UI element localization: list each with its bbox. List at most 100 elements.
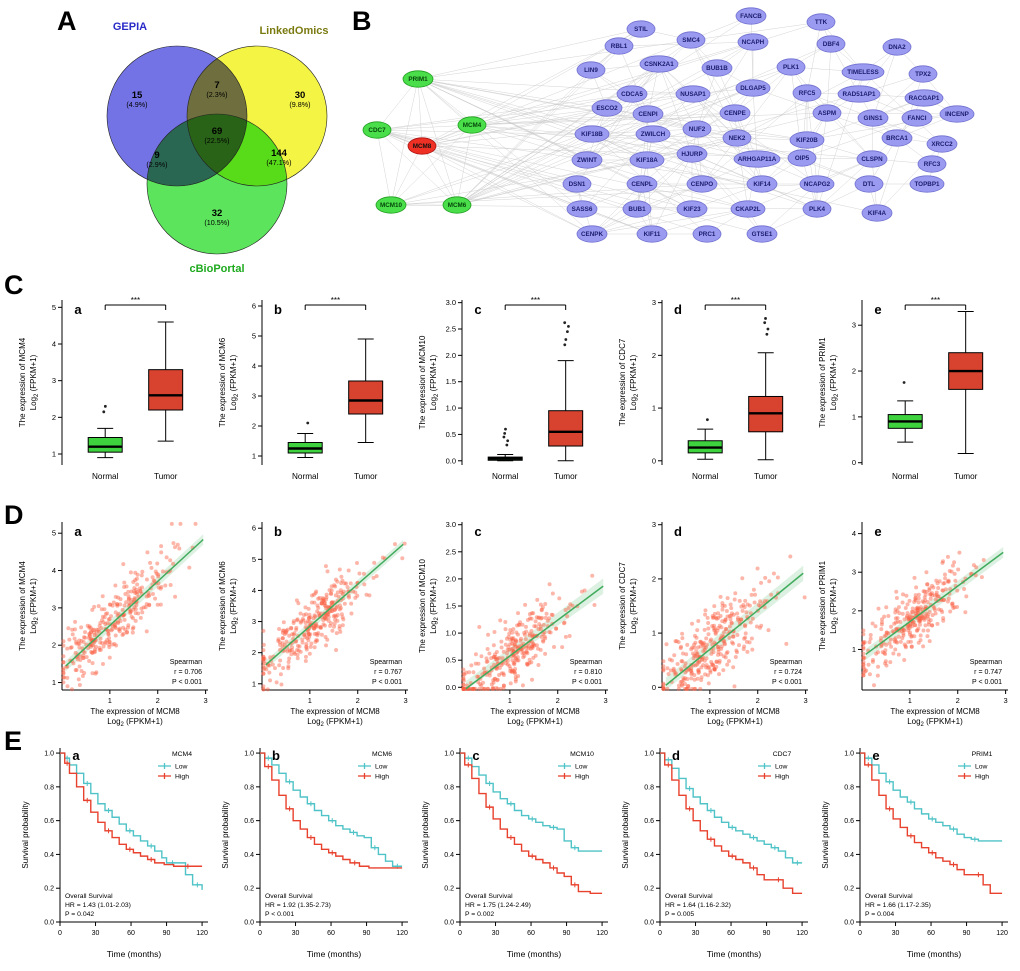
svg-text:2.5: 2.5: [446, 324, 456, 333]
svg-text:9: 9: [154, 150, 159, 161]
svg-text:KIF18A: KIF18A: [636, 157, 658, 164]
svg-text:BUB1: BUB1: [628, 206, 646, 213]
svg-text:5: 5: [252, 555, 256, 564]
svg-text:c: c: [474, 302, 481, 317]
svg-text:2: 2: [756, 696, 760, 705]
svg-text:Log2 (FPKM+1): Log2 (FPKM+1): [229, 354, 240, 410]
ppi-network: PRIM1 CDC7 MCM4 MCM8 MCM10 MCM6 STIL FANCB TTK RB…: [346, 2, 1018, 277]
svg-text:TTK: TTK: [815, 19, 828, 26]
svg-text:0.0: 0.0: [446, 683, 456, 692]
svg-text:5: 5: [52, 529, 56, 538]
svg-text:The expression of PRIM1: The expression of PRIM1: [818, 337, 827, 428]
svg-text:SMC4: SMC4: [682, 37, 700, 44]
svg-text:b: b: [274, 524, 282, 539]
svg-text:0.6: 0.6: [44, 818, 54, 825]
svg-text:5: 5: [252, 332, 256, 341]
boxplot-row: 1 2 3 4 5 Normal Tumor *** a The expression of MC…: [16, 284, 1016, 504]
scatter-row: 1 2 3 4 5 1 2 3 Spearman r = 0.706 P < 0.001 a The e…: [16, 512, 1016, 735]
svg-text:CSNK2A1: CSNK2A1: [644, 61, 674, 68]
svg-text:High: High: [375, 773, 389, 780]
svg-text:6: 6: [252, 302, 256, 311]
svg-text:BRCA1: BRCA1: [886, 135, 908, 142]
svg-text:2.0: 2.0: [446, 574, 456, 583]
svg-text:Log2 (FPKM+1): Log2 (FPKM+1): [629, 578, 640, 634]
svg-text:4: 4: [52, 340, 56, 349]
svg-text:1.5: 1.5: [446, 602, 456, 611]
svg-text:MCM4: MCM4: [172, 751, 192, 758]
svg-text:3: 3: [804, 696, 808, 705]
svg-text:The expression of MCM4: The expression of MCM4: [18, 561, 27, 651]
svg-text:NUF2: NUF2: [689, 126, 706, 133]
svg-text:RFC5: RFC5: [799, 90, 816, 97]
svg-text:e: e: [874, 524, 881, 539]
svg-text:Log2 (FPKM+1): Log2 (FPKM+1): [29, 354, 40, 410]
svg-text:(4.9%): (4.9%): [126, 100, 147, 109]
svg-text:CDC7: CDC7: [773, 751, 792, 758]
svg-text:144: 144: [271, 148, 288, 159]
svg-text:30: 30: [492, 930, 500, 937]
svg-text:3: 3: [652, 520, 656, 529]
km-row: 0.0 0.2 0.4 0.6 0.8 1.0 0 30 60 90 120 MCM4 Low High O…: [16, 736, 1016, 969]
svg-text:(2.9%): (2.9%): [146, 160, 167, 169]
svg-text:(9.8%): (9.8%): [289, 100, 310, 109]
svg-text:30: 30: [295, 90, 306, 101]
svg-text:XRCC2: XRCC2: [931, 141, 953, 148]
svg-text:4: 4: [52, 566, 56, 575]
svg-text:PLK1: PLK1: [783, 64, 800, 71]
svg-text:ZWINT: ZWINT: [577, 157, 597, 164]
svg-text:STIL: STIL: [634, 26, 648, 33]
svg-text:Normal: Normal: [492, 472, 519, 481]
panel-label-d: D: [4, 500, 24, 530]
svg-text:1.0: 1.0: [244, 751, 254, 758]
svg-text:Log2 (FPKM+1): Log2 (FPKM+1): [229, 578, 240, 634]
svg-text:3: 3: [652, 298, 656, 307]
svg-text:0.4: 0.4: [844, 852, 854, 859]
svg-text:P = 0.005: P = 0.005: [665, 911, 694, 918]
svg-text:0.8: 0.8: [644, 784, 654, 791]
panel-label-c: C: [4, 270, 24, 300]
svg-text:0.6: 0.6: [644, 818, 654, 825]
svg-text:0.0: 0.0: [244, 920, 254, 927]
svg-text:3: 3: [52, 603, 56, 612]
svg-text:0.2: 0.2: [444, 886, 454, 893]
svg-text:Spearman: Spearman: [970, 659, 1002, 666]
svg-text:2: 2: [52, 641, 56, 650]
svg-text:P = 0.004: P = 0.004: [865, 911, 894, 918]
svg-text:2: 2: [556, 696, 560, 705]
svg-text:3: 3: [852, 321, 856, 330]
km-prim1: 0.0 0.2 0.4 0.6 0.8 1.0 0 30 60 90 120 PRIM1 Low High…: [816, 736, 1016, 969]
svg-text:2: 2: [652, 351, 656, 360]
svg-text:P = 0.002: P = 0.002: [465, 911, 494, 918]
svg-text:The expression of MCM8: The expression of MCM8: [290, 707, 380, 716]
svg-text:32: 32: [212, 208, 223, 219]
svg-text:0.8: 0.8: [244, 784, 254, 791]
svg-text:3: 3: [604, 696, 608, 705]
svg-text:Log2 (FPKM+1): Log2 (FPKM+1): [307, 717, 363, 728]
svg-text:GEPIA: GEPIA: [113, 21, 147, 33]
svg-text:a: a: [74, 302, 82, 317]
svg-text:120: 120: [796, 930, 808, 937]
svg-text:HR = 1.92 (1.35-2.73): HR = 1.92 (1.35-2.73): [265, 902, 331, 909]
scatter-mcm10: 0.0 0.5 1.0 1.5 2.0 2.5 3.0 1 2 3 Spearman r = 0.81…: [416, 512, 616, 735]
svg-text:The expression of MCM8: The expression of MCM8: [90, 707, 180, 716]
svg-text:2: 2: [356, 696, 360, 705]
svg-text:DBF4: DBF4: [823, 41, 840, 48]
svg-text:Spearman: Spearman: [770, 659, 802, 666]
svg-text:CENPO: CENPO: [691, 181, 713, 188]
svg-text:90: 90: [763, 930, 771, 937]
svg-text:Time (months): Time (months): [707, 949, 762, 959]
svg-text:P < 0.001: P < 0.001: [172, 679, 202, 686]
svg-text:The expression of MCM8: The expression of MCM8: [690, 707, 780, 716]
svg-text:Time (months): Time (months): [507, 949, 562, 959]
svg-text:Log2 (FPKM+1): Log2 (FPKM+1): [707, 717, 763, 728]
svg-text:1: 1: [852, 645, 856, 654]
scatter-mcm6: 1 2 3 4 5 6 1 2 3 Spearman r = 0.767 P < 0.001 b The …: [216, 512, 416, 735]
svg-text:The expression of MCM6: The expression of MCM6: [218, 561, 227, 651]
km-mcm10: 0.0 0.2 0.4 0.6 0.8 1.0 0 30 60 90 120 MCM10 Low High…: [416, 736, 616, 969]
svg-text:P < 0.001: P < 0.001: [572, 679, 602, 686]
svg-text:***: ***: [331, 296, 340, 305]
svg-text:Normal: Normal: [692, 472, 719, 481]
svg-text:30: 30: [692, 930, 700, 937]
svg-text:1.0: 1.0: [844, 751, 854, 758]
